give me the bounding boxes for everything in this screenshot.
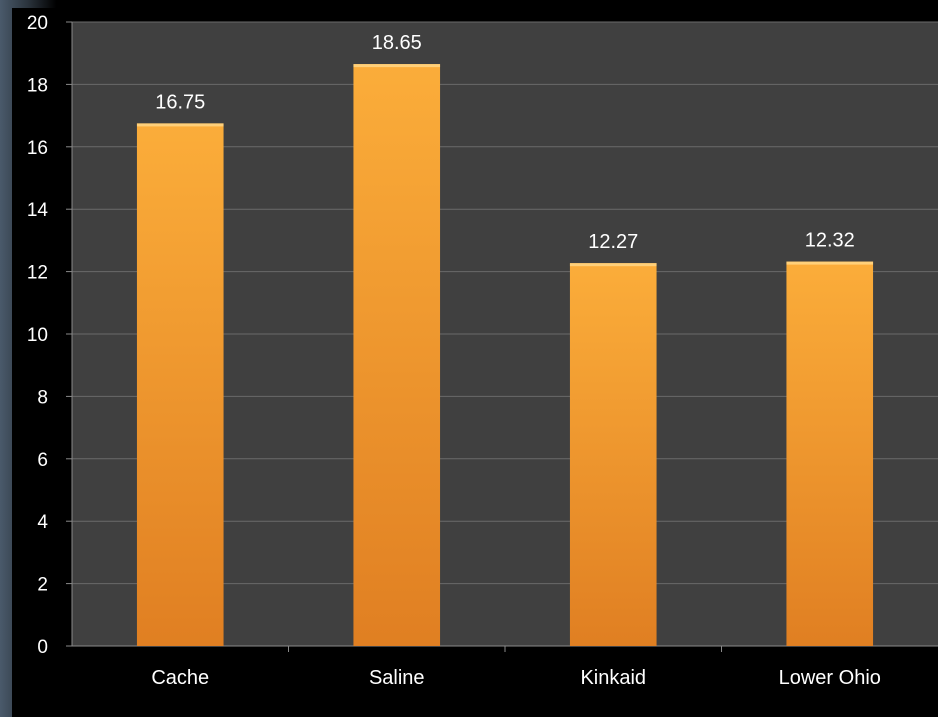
- data-label: 12.27: [588, 231, 638, 253]
- bar-cache: [136, 123, 224, 646]
- bar-top-highlight: [353, 64, 441, 68]
- data-label: 12.32: [805, 230, 855, 252]
- chart-frame: 0 2 4 6 8 10 12 14 16 18 20 16.75 18.65 12.27 12.32 C…: [12, 8, 938, 717]
- bar-top-highlight: [569, 263, 657, 267]
- x-category-label: Kinkaid: [580, 667, 646, 689]
- data-label: 16.75: [155, 91, 205, 113]
- x-category-label: Saline: [369, 667, 425, 689]
- y-tick-label: 10: [27, 325, 48, 346]
- x-category-label: Cache: [151, 667, 209, 689]
- y-tick-label: 18: [27, 75, 48, 96]
- y-tick-label: 14: [27, 200, 49, 221]
- bar-chart: 0 2 4 6 8 10 12 14 16 18 20 16.75 18.65 12.27 12.32 C…: [27, 13, 938, 689]
- y-tick-label: 4: [37, 512, 48, 533]
- y-tick-label: 16: [27, 138, 48, 159]
- bar-top-highlight: [136, 123, 224, 127]
- bar-top-highlight: [786, 261, 874, 265]
- y-tick-label: 0: [37, 637, 48, 658]
- y-tick-label: 6: [37, 450, 48, 471]
- y-axis-ticks: 0 2 4 6 8 10 12 14 16 18 20: [27, 13, 73, 658]
- data-labels: 16.75 18.65 12.27 12.32: [155, 32, 855, 253]
- data-label: 18.65: [372, 32, 422, 54]
- y-tick-label: 8: [37, 387, 48, 408]
- bar-lower-ohio: [786, 261, 874, 646]
- y-tick-label: 12: [27, 263, 48, 284]
- x-axis-labels: Cache Saline Kinkaid Lower Ohio: [151, 646, 881, 689]
- y-tick-label: 2: [37, 575, 48, 596]
- bars: [136, 64, 874, 646]
- y-tick-label: 20: [27, 13, 48, 34]
- bar-kinkaid: [569, 263, 657, 646]
- x-category-label: Lower Ohio: [779, 667, 881, 689]
- bar-saline: [353, 64, 441, 646]
